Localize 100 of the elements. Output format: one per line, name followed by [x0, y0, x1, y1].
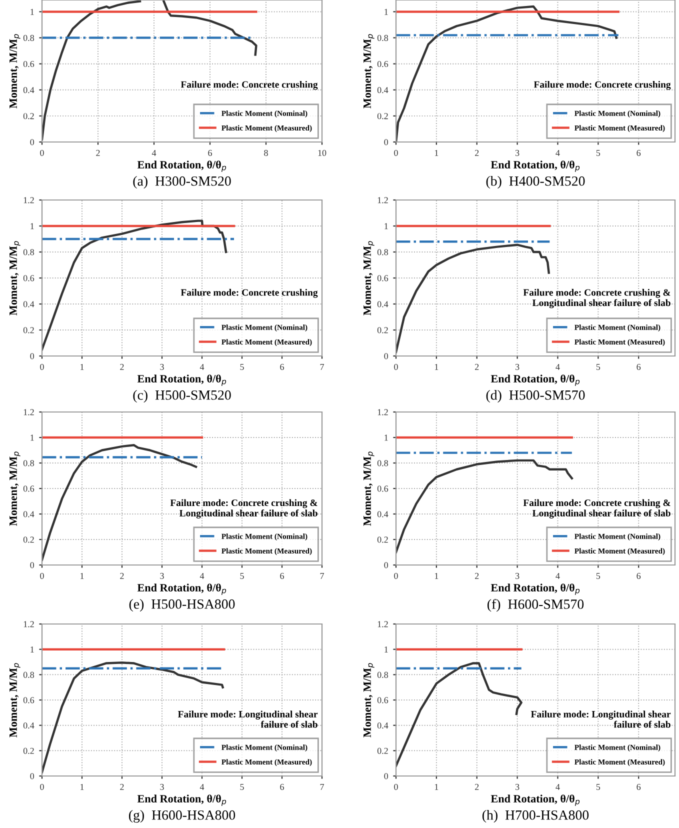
y-tick-label: 0.6 — [377, 697, 388, 704]
x-tick-label: 4 — [152, 150, 156, 156]
x-tick-label: 7 — [320, 364, 324, 370]
x-tick-label: 3 — [515, 572, 520, 579]
y-tick-label: 0.8 — [23, 672, 34, 678]
x-tick-label: 3 — [160, 364, 164, 370]
y-tick-label: 0.2 — [377, 748, 388, 754]
y-tick-label: 0.8 — [377, 672, 388, 678]
x-tick-label: 1 — [80, 572, 84, 579]
x-tick-label: 5 — [596, 784, 600, 790]
y-tick-label: 0.2 — [377, 536, 388, 543]
x-tick-label: 1 — [434, 784, 438, 790]
annotation: Failure mode: Concrete crushing & Longitudinal shear failure of slab — [523, 499, 670, 518]
y-tick-label: 0.8 — [377, 34, 388, 42]
y-tick-label: 1.2 — [24, 409, 34, 416]
x-tick-label: 3 — [515, 784, 520, 790]
text: (h) H700-HSA800 — [482, 810, 589, 823]
x-tick-label: 6 — [636, 150, 641, 156]
text: (e) H500-HSA800 — [129, 599, 235, 612]
text: (d) H500-SM570 — [486, 390, 585, 403]
x-tick-label: 0 — [394, 364, 398, 370]
y-axis-title: Moment, M/M$_{p}$ — [10, 452, 20, 526]
y-tick-label: 0.4 — [377, 511, 388, 518]
y-axis-title: Moment, M/M$_{p}$ — [364, 34, 374, 108]
x-tick-label: 3 — [160, 572, 164, 579]
y-tick-label: 0.8 — [377, 249, 388, 256]
y-tick-label: 0.2 — [23, 113, 34, 120]
x-axis-title: End Rotation, θ/θ$_{p}$ — [490, 794, 580, 806]
text: (f) H600-SM570 — [488, 599, 584, 612]
y-tick-label: 0 — [384, 139, 388, 146]
y-tick-label: 0.6 — [377, 275, 388, 282]
x-tick-label: 6 — [208, 150, 212, 156]
y-tick-label: 1.2 — [24, 621, 34, 628]
y-tick-label: 0 — [384, 353, 388, 360]
annotation: Failure mode: Concrete crushing — [534, 80, 671, 90]
x-tick-label: 0 — [40, 572, 44, 579]
x-tick-label: 5 — [596, 150, 600, 156]
y-tick-label: 0.2 — [377, 113, 388, 120]
y-axis-title: Moment, M/M$_{p}$ — [10, 663, 20, 738]
x-tick-label: 6 — [280, 572, 284, 579]
y-tick-label: 1 — [30, 434, 34, 441]
text: (g) H600-HSA800 — [128, 810, 236, 823]
y-tick-label: 0 — [384, 773, 388, 780]
x-tick-label: 2 — [475, 150, 479, 156]
y-tick-label: 0.2 — [377, 327, 388, 334]
x-tick-label: 6 — [636, 364, 641, 370]
x-tick-label: 4 — [200, 572, 204, 579]
annotation: Failure mode: Concrete crushing & Longitudinal shear failure of slab — [523, 288, 670, 308]
y-tick-label: 0.6 — [23, 697, 34, 704]
x-tick-label: 5 — [596, 572, 600, 579]
y-tick-label: 1 — [30, 646, 34, 652]
x-tick-label: 7 — [320, 572, 324, 579]
y-tick-label: 0.8 — [23, 249, 34, 256]
y-tick-label: 0.4 — [377, 722, 388, 729]
x-tick-label: 0 — [40, 784, 44, 790]
y-tick-label: 1 — [384, 223, 388, 230]
y-tick-label: 0.6 — [23, 275, 34, 282]
y-tick-label: 0.4 — [23, 87, 34, 94]
y-tick-label: 0.4 — [23, 722, 34, 729]
y-tick-label: 0.4 — [377, 301, 388, 308]
line-series — [396, 662, 522, 767]
x-axis-title: End Rotation, θ/θ$_{p}$ — [137, 374, 226, 386]
y-tick-label: 1.2 — [378, 197, 388, 204]
y-tick-label: 0.2 — [23, 327, 34, 334]
x-tick-label: 6 — [636, 572, 641, 579]
x-tick-label: 3 — [160, 784, 164, 790]
y-tick-label: 0 — [30, 773, 34, 780]
y-tick-label: 0.6 — [23, 60, 34, 68]
x-tick-label: 7 — [320, 784, 324, 790]
x-tick-label: 10 — [318, 150, 326, 156]
y-tick-label: 0.4 — [23, 301, 34, 308]
x-tick-label: 2 — [120, 572, 124, 579]
x-axis-title: End Rotation, θ/θ$_{p}$ — [490, 374, 580, 386]
x-axis-title: End Rotation, θ/θ$_{p}$ — [137, 160, 226, 172]
x-tick-label: 6 — [636, 784, 641, 790]
x-axis-title: End Rotation, θ/θ$_{p}$ — [137, 584, 226, 595]
x-tick-label: 1 — [80, 784, 84, 790]
x-tick-label: 4 — [200, 784, 204, 790]
x-axis-title: End Rotation, θ/θ$_{p}$ — [137, 794, 226, 806]
x-tick-label: 0 — [394, 150, 398, 156]
y-tick-label: 1.2 — [24, 197, 34, 204]
x-tick-label: 4 — [200, 364, 204, 370]
x-tick-label: 4 — [556, 784, 560, 790]
text: (b) H400-SM520 — [486, 176, 585, 189]
y-tick-label: 0.6 — [23, 486, 34, 492]
x-tick-label: 5 — [596, 364, 600, 370]
y-tick-label: 1 — [384, 646, 388, 652]
y-tick-label: 0.4 — [23, 511, 34, 518]
x-tick-label: 5 — [240, 572, 244, 579]
y-tick-label: 0 — [30, 562, 34, 568]
x-tick-label: 1 — [434, 572, 438, 579]
x-tick-label: 0 — [40, 364, 44, 370]
x-tick-label: 2 — [96, 150, 100, 156]
x-axis-title: End Rotation, θ/θ$_{p}$ — [490, 160, 580, 172]
y-tick-label: 1.2 — [378, 409, 388, 416]
x-tick-label: 4 — [556, 572, 560, 579]
annotation: Failure mode: Longitudinal shear failure of slab — [530, 710, 671, 728]
annotation: Failure mode: Longitudinal shear failure of slab — [178, 710, 318, 728]
annotation: Failure mode: Concrete crushing & Longitudinal shear failure of slab — [170, 499, 318, 518]
x-tick-label: 0 — [394, 572, 398, 579]
